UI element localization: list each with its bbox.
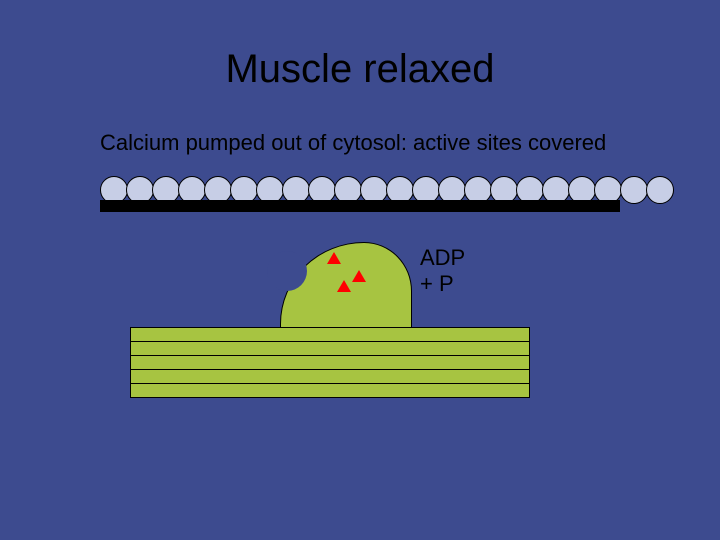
slide-subtitle: Calcium pumped out of cytosol: active si…: [100, 130, 660, 156]
atp-site-marker: [352, 270, 366, 282]
myosin-band: [130, 327, 530, 342]
actin-filament: [100, 200, 620, 212]
adp-line1: ADP: [420, 245, 465, 271]
myosin-band: [130, 369, 530, 384]
slide-title: Muscle relaxed: [0, 47, 720, 92]
atp-site-marker: [327, 252, 341, 264]
actin-site: [646, 176, 674, 204]
adp-label: ADP + P: [420, 245, 465, 298]
atp-site-marker: [337, 280, 351, 292]
myosin-band: [130, 383, 530, 398]
slide-stage: Muscle relaxed Calcium pumped out of cyt…: [0, 0, 720, 540]
myosin-band: [130, 341, 530, 356]
myosin-filament: [130, 327, 530, 397]
actin-site: [620, 176, 648, 204]
myosin-band: [130, 355, 530, 370]
adp-line2: + P: [420, 271, 465, 297]
